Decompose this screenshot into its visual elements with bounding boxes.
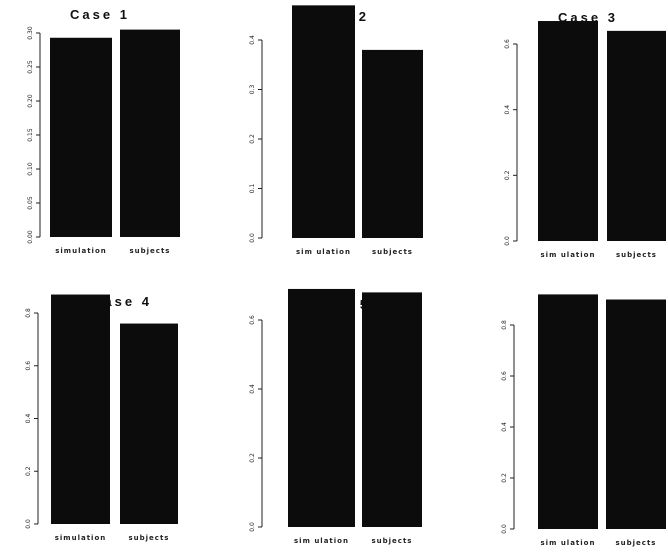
y-tick-label: 0.6: [504, 39, 511, 49]
y-tick-label: 0.4: [249, 384, 256, 394]
x-category-label: sim ulation: [296, 248, 351, 256]
y-tick-label: 0.0: [25, 519, 32, 529]
y-tick-label: 0.05: [27, 196, 34, 210]
y-tick-label: 0.0: [249, 233, 256, 243]
x-category-label: sim ulation: [541, 251, 596, 259]
y-tick-label: 0.6: [249, 315, 256, 325]
y-tick-label: 0.2: [249, 134, 256, 144]
y-tick-label: 0.00: [27, 230, 34, 244]
y-tick-label: 0.10: [27, 162, 34, 176]
y-tick-label: 0.1: [249, 184, 256, 194]
y-tick-label: 0.3: [249, 85, 256, 95]
x-category-label: subjects: [616, 539, 657, 547]
bar-simulation: [538, 21, 598, 242]
bar-simulation: [50, 37, 112, 238]
bar-subjects: [607, 30, 666, 241]
y-tick-label: 0.25: [27, 60, 34, 74]
x-category-label: sim ulation: [294, 537, 349, 545]
bar-subjects: [606, 299, 666, 529]
y-tick-label: 0.2: [501, 473, 508, 483]
x-category-label: subjects: [616, 251, 657, 259]
y-tick-label: 0.0: [501, 524, 508, 534]
y-tick-label: 0.4: [501, 422, 508, 432]
y-tick-label: 0.8: [501, 320, 508, 330]
bar-subjects: [362, 292, 422, 527]
bar-simulation: [292, 5, 355, 238]
bar-subjects: [120, 323, 178, 524]
x-category-label: subjects: [129, 534, 170, 542]
y-tick-label: 0.0: [504, 236, 511, 246]
x-category-label: simulation: [55, 247, 107, 255]
y-tick-label: 0.4: [25, 414, 32, 424]
x-category-label: subjects: [130, 247, 171, 255]
bar-simulation: [538, 294, 598, 529]
y-tick-label: 0.30: [27, 26, 34, 40]
y-tick-label: 0.8: [25, 308, 32, 318]
y-tick-label: 0.4: [249, 35, 256, 45]
y-tick-label: 0.20: [27, 94, 34, 108]
y-tick-label: 0.2: [249, 453, 256, 463]
chart-title: Case 1: [70, 7, 130, 22]
bar-simulation: [51, 294, 110, 524]
bar-simulation: [288, 288, 355, 527]
x-category-label: subjects: [372, 248, 413, 256]
x-category-label: sim ulation: [541, 539, 596, 547]
y-tick-label: 0.6: [25, 361, 32, 371]
x-category-label: subjects: [372, 537, 413, 545]
x-category-label: simulation: [55, 534, 107, 542]
y-tick-label: 0.6: [501, 371, 508, 381]
y-tick-label: 0.0: [249, 522, 256, 532]
y-tick-label: 0.15: [27, 128, 34, 142]
y-tick-label: 0.4: [504, 105, 511, 115]
y-tick-label: 0.2: [504, 170, 511, 180]
bar-subjects: [362, 49, 423, 239]
chart-panel-case-1: Case 1 0.00 0.05 0.10 0.15 0.20 0.25 0.30 simula…: [27, 7, 180, 255]
y-tick-label: 0.2: [25, 466, 32, 476]
bar-subjects: [120, 29, 180, 237]
